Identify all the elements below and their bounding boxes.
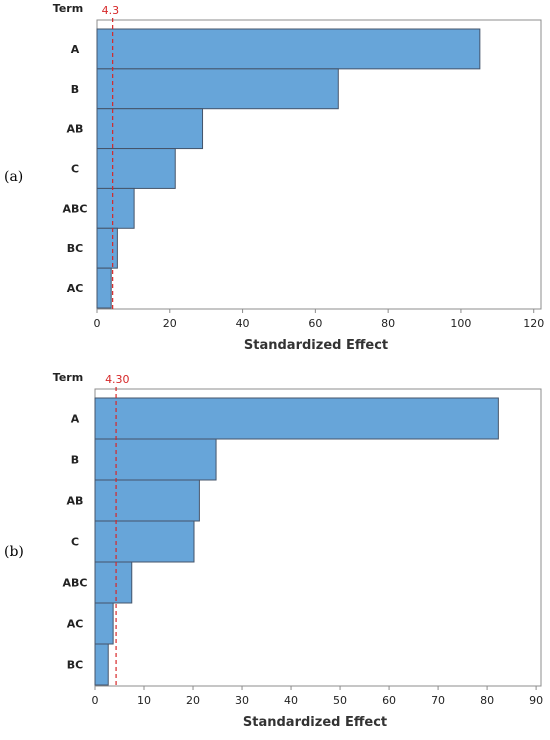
category-label-b: B xyxy=(71,454,79,467)
y-axis-title: Term xyxy=(53,2,83,15)
x-tick-label: 100 xyxy=(450,317,471,330)
x-tick-label: 60 xyxy=(308,317,322,330)
bar-b xyxy=(96,68,339,110)
category-label-c: C xyxy=(71,536,79,549)
x-tick-label: 120 xyxy=(523,317,544,330)
x-tick-label: 10 xyxy=(137,694,151,707)
category-label-a: A xyxy=(71,43,80,56)
panel-label: (a) xyxy=(4,169,23,185)
category-label-b: B xyxy=(71,83,79,96)
category-label-a: A xyxy=(71,413,80,426)
bar-a xyxy=(96,28,481,70)
x-tick-label: 50 xyxy=(333,694,347,707)
x-tick-label: 20 xyxy=(186,694,200,707)
x-tick-label: 40 xyxy=(236,317,250,330)
x-tick-label: 60 xyxy=(382,694,396,707)
bar-ab xyxy=(94,479,200,522)
category-label-bc: BC xyxy=(67,242,83,255)
x-tick-label: 70 xyxy=(431,694,445,707)
x-tick-label: 0 xyxy=(92,694,99,707)
category-label-abc: ABC xyxy=(63,202,88,215)
category-label-ab: AB xyxy=(67,123,84,136)
bar-ac xyxy=(94,602,114,645)
panel-label: (b) xyxy=(4,544,24,560)
x-tick-label: 80 xyxy=(381,317,395,330)
category-label-bc: BC xyxy=(67,659,83,672)
bar-ab xyxy=(96,108,204,150)
x-axis-title: Standardized Effect xyxy=(243,715,387,730)
x-tick-label: 80 xyxy=(480,694,494,707)
category-label-c: C xyxy=(71,163,79,176)
category-label-ac: AC xyxy=(67,282,84,295)
bar-c xyxy=(96,148,176,189)
x-tick-label: 90 xyxy=(529,694,543,707)
x-tick-label: 0 xyxy=(94,317,101,330)
category-label-ac: AC xyxy=(67,618,84,631)
x-tick-label: 40 xyxy=(284,694,298,707)
bar-a xyxy=(94,397,499,440)
x-tick-label: 20 xyxy=(163,317,177,330)
bar-abc xyxy=(96,187,135,229)
reference-line-label: 4.30 xyxy=(105,373,130,386)
bar-b xyxy=(94,438,217,481)
y-axis-title: Term xyxy=(53,371,83,384)
reference-line-label: 4.3 xyxy=(102,4,120,17)
bar-ac xyxy=(96,267,112,309)
bar-c xyxy=(94,520,195,563)
x-axis-title: Standardized Effect xyxy=(244,338,388,353)
bar-bc xyxy=(96,227,118,269)
category-label-ab: AB xyxy=(67,495,84,508)
x-tick-label: 30 xyxy=(235,694,249,707)
bar-abc xyxy=(94,561,133,604)
category-label-abc: ABC xyxy=(63,577,88,590)
bar-bc xyxy=(94,643,109,686)
